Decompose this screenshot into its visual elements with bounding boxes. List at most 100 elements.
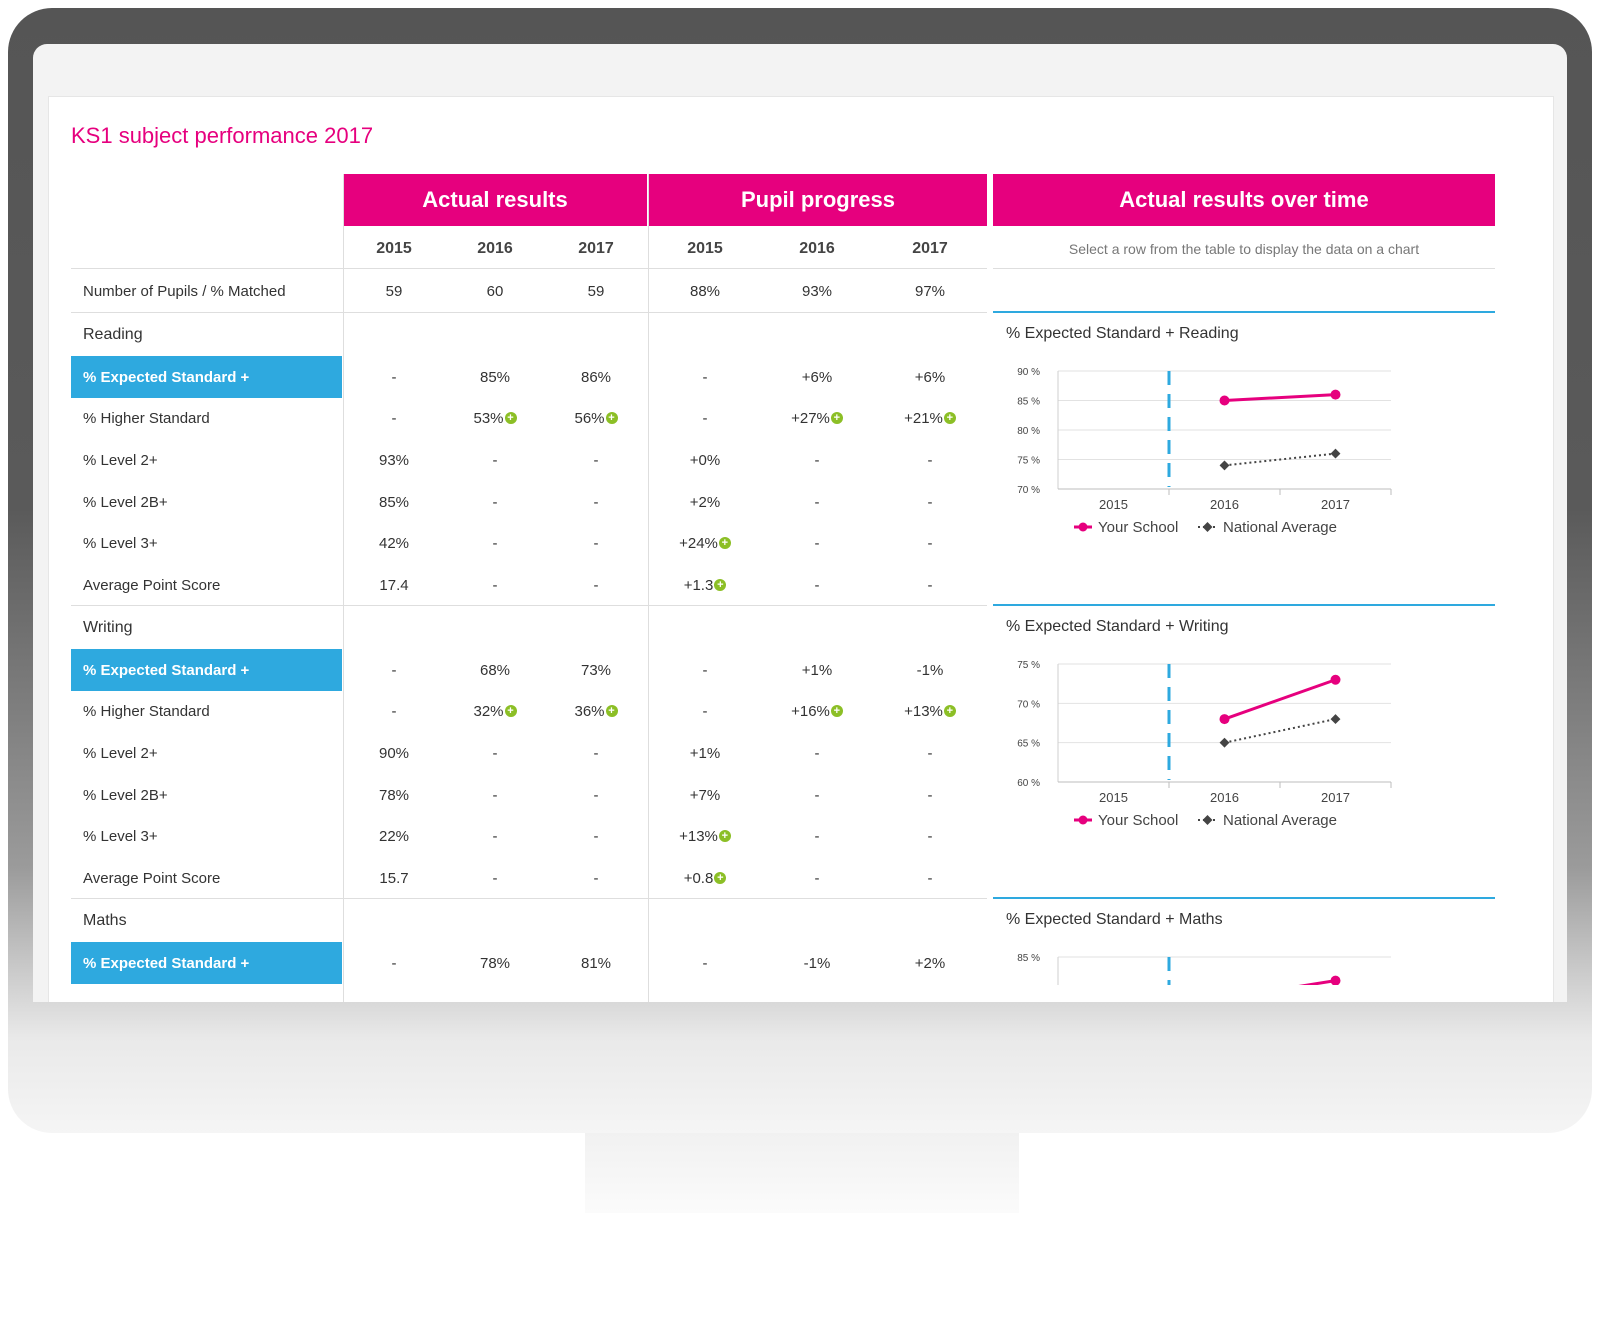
cell-value: 59 [385,282,403,300]
table-row[interactable]: % Level 3+ 22% - - +13% + - - [71,815,987,857]
table-row[interactable]: % Level 3+ 42% - - +24% + - - [71,522,987,564]
divider-line [71,898,987,899]
cell-value: - [814,744,820,762]
subject-heading-writing: Writing [83,619,133,636]
table-row[interactable]: % Higher Standard -53% +56% + - +27% + +21% + [71,397,987,439]
cell-value: - [814,493,820,511]
cell-value: +1.3 [683,576,714,594]
table-cell: +0% [650,439,760,481]
table-cell: +2% [875,942,985,984]
table-cell: 73% [546,649,646,691]
table-cell: - [875,774,985,816]
cell-value: - [927,869,933,887]
chart-hint: Select a row from the table to display t… [1068,241,1420,257]
cell-value: - [702,409,708,427]
table-cell: 59 [344,270,444,312]
cell-value: - [814,534,820,552]
table-row-pupils[interactable]: Number of Pupils / % Matched 59 60 59 88% 93%… [71,270,987,312]
cell-value: - [927,451,933,469]
cell-value: - [593,534,599,552]
cell-value: - [593,576,599,594]
table-cell: 68% [445,649,545,691]
chart-title: % Expected Standard + Writing [1006,618,1229,635]
table-cell: - [762,774,872,816]
data-point [1330,714,1341,725]
table-cell: 36% + [546,690,646,732]
subject-heading-reading: Reading [83,326,143,343]
table-cell: - [445,815,545,857]
cell-value: - [492,534,498,552]
cell-value: - [593,786,599,804]
series-line-national-average [1224,452,1336,467]
legend-label: Your School [1098,519,1178,536]
table-cell: - [445,439,545,481]
cell-value: 97% [914,282,946,300]
subject-heading-maths: Maths [83,912,127,929]
table-cell: - [445,732,545,774]
legend-swatch [1078,815,1088,825]
divider-line [71,268,343,269]
table-cell: - [875,439,985,481]
table-row[interactable]: % Level 2B+ 78% - - +7% - - [71,774,987,816]
table-cell: - [762,732,872,774]
cell-value: 17.4 [379,576,409,594]
table-row[interactable]: Average Point Score 17.4 - - +1.3 + - - [71,564,987,606]
table-row[interactable]: % Expected Standard + - 68% 73% - +1% -1% [71,649,987,691]
cell-value: 68% [479,661,511,679]
table-row[interactable]: Average Point Score 15.7 - - +0.8 + - - [71,857,987,899]
line-chart[interactable]: 75 % 70 % 65 % 60 % 2015 2016 2017 Your School N… [1006,652,1406,852]
cell-value: 85% [479,368,511,386]
cell-value: - [814,576,820,594]
y-tick-label: 75 % [1017,660,1040,671]
data-point [1219,395,1230,406]
row-label: % Higher Standard [83,702,210,720]
cell-value: +2% [689,493,721,511]
table-cell: +6% [875,356,985,398]
table-row[interactable]: % Level 2+ 90% - - +1% - - [71,732,987,774]
cell-value: +13% [904,702,943,720]
cell-value: - [927,744,933,762]
legend-swatch [1202,522,1213,532]
cell-value: - [702,702,708,720]
table-cell: - [650,690,760,732]
cell-value: - [593,827,599,845]
table-cell: +13% + [875,690,985,732]
cell-value: - [702,661,708,679]
table-cell: +21% + [875,397,985,439]
table-row[interactable]: % Level 2+ 93% - - +0% - - [71,439,987,481]
plus-circle-icon: + [830,412,843,424]
cell-value: +0.8 [683,869,714,887]
x-tick-label: 2015 [1099,790,1128,805]
divider-line [343,268,987,269]
table-cell: +6% [762,356,872,398]
chart-separator [993,311,1495,313]
y-tick-label: 60 % [1017,778,1040,789]
data-point [1219,714,1230,725]
table-row[interactable]: % Higher Standard -32% +36% + - +16% + +13% + [71,690,987,732]
table-cell: 86% [546,356,646,398]
plus-circle-icon: + [718,537,731,549]
cell-value: - [927,576,933,594]
data-point [1219,737,1230,748]
table-row[interactable]: % Expected Standard + - 85% 86% - +6% +6% [71,356,987,398]
year-header-2016: 2016 [799,240,835,257]
table-row[interactable]: % Expected Standard + - 78% 81% - -1% +2% [71,942,987,984]
plus-circle-icon: + [605,412,618,424]
divider-line [343,174,344,1002]
cell-value: - [593,744,599,762]
table-cell: 97% [875,270,985,312]
table-cell: +27% + [762,397,872,439]
cell-value: - [391,368,397,386]
table-cell: 81% [546,942,646,984]
cell-value: - [492,451,498,469]
table-row[interactable]: % Level 2B+ 85% - - +2% - - [71,481,987,523]
cell-value: - [492,827,498,845]
table-cell: +24% + [650,522,760,564]
line-chart[interactable]: 90 % 85 % 80 % 75 % 70 % 2015 2016 2017 Your Sch… [1006,359,1406,559]
cell-value: 78% [378,786,410,804]
table-cell: - [445,774,545,816]
table-cell: 93% [344,439,444,481]
table-cell: - [875,564,985,606]
cell-value: 59 [587,282,605,300]
